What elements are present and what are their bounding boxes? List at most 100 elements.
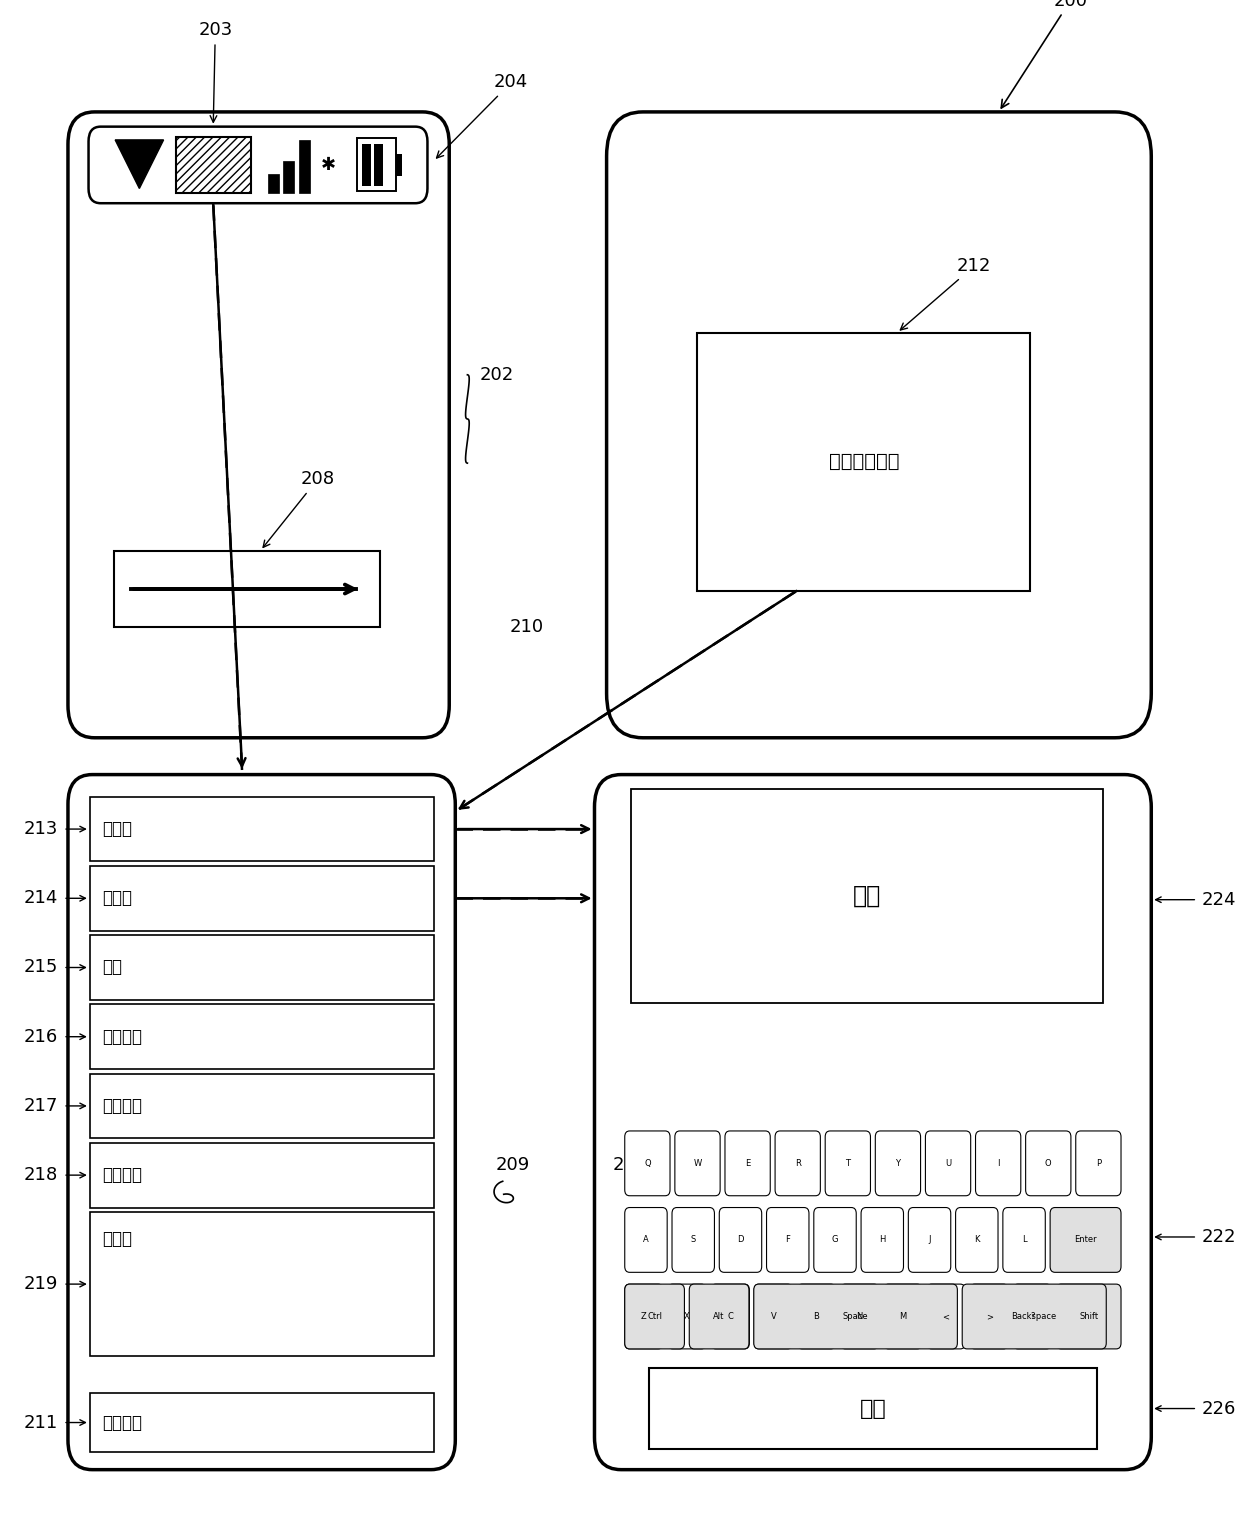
Text: R: R: [795, 1159, 801, 1168]
FancyBboxPatch shape: [68, 774, 455, 1469]
FancyBboxPatch shape: [775, 1132, 821, 1196]
FancyBboxPatch shape: [766, 1208, 808, 1272]
Text: 219: 219: [24, 1275, 58, 1293]
FancyBboxPatch shape: [884, 1284, 923, 1348]
FancyBboxPatch shape: [719, 1208, 761, 1272]
Text: 自取: 自取: [102, 959, 122, 976]
Text: X: X: [684, 1312, 689, 1321]
Text: Backspace: Backspace: [1012, 1312, 1056, 1321]
Text: >: >: [986, 1312, 993, 1321]
Text: 信息：: 信息：: [102, 1229, 131, 1248]
Text: M: M: [899, 1312, 906, 1321]
Text: 214: 214: [24, 889, 58, 907]
FancyBboxPatch shape: [962, 1284, 1106, 1348]
FancyBboxPatch shape: [1003, 1208, 1045, 1272]
FancyBboxPatch shape: [909, 1208, 951, 1272]
Text: <: <: [942, 1312, 950, 1321]
FancyBboxPatch shape: [672, 1208, 714, 1272]
Bar: [89, 1393, 434, 1452]
Text: 发短信: 发短信: [102, 889, 131, 907]
Text: 200: 200: [1001, 0, 1087, 108]
Text: D: D: [738, 1235, 744, 1245]
Text: 归还手机图标: 归还手机图标: [828, 452, 899, 472]
Text: C: C: [728, 1312, 733, 1321]
Text: 222: 222: [1202, 1228, 1236, 1246]
FancyBboxPatch shape: [925, 1132, 971, 1196]
Bar: [396, 154, 402, 176]
FancyBboxPatch shape: [1056, 1284, 1121, 1348]
Text: 211: 211: [24, 1414, 58, 1431]
Bar: [89, 797, 434, 861]
FancyBboxPatch shape: [625, 1284, 663, 1348]
Text: F: F: [785, 1235, 790, 1245]
Text: 209: 209: [495, 1156, 529, 1174]
FancyBboxPatch shape: [88, 127, 428, 203]
Text: 发邮件: 发邮件: [102, 820, 131, 838]
Bar: [114, 551, 381, 628]
Text: 203: 203: [198, 21, 232, 122]
Text: 215: 215: [24, 959, 58, 976]
Text: 210: 210: [510, 618, 544, 637]
Text: S: S: [691, 1235, 696, 1245]
Text: ✱: ✱: [321, 156, 336, 174]
Text: 216: 216: [24, 1028, 58, 1046]
FancyBboxPatch shape: [725, 1132, 770, 1196]
Text: Ctrl: Ctrl: [647, 1312, 662, 1321]
Text: 213: 213: [24, 820, 58, 838]
FancyBboxPatch shape: [625, 1208, 667, 1272]
FancyBboxPatch shape: [956, 1208, 998, 1272]
Text: 202: 202: [480, 366, 513, 383]
Text: 交给警察: 交给警察: [102, 1167, 141, 1183]
Text: U: U: [945, 1159, 951, 1168]
Text: 220: 220: [613, 1156, 647, 1174]
FancyBboxPatch shape: [813, 1208, 857, 1272]
Text: 218: 218: [24, 1167, 58, 1183]
Polygon shape: [115, 140, 164, 188]
FancyBboxPatch shape: [625, 1132, 670, 1196]
Text: H: H: [879, 1235, 885, 1245]
FancyBboxPatch shape: [625, 1284, 684, 1348]
Text: 224: 224: [1202, 890, 1236, 909]
Bar: [176, 137, 250, 192]
Bar: [268, 174, 279, 192]
Text: B: B: [813, 1312, 820, 1321]
FancyBboxPatch shape: [1050, 1208, 1121, 1272]
FancyBboxPatch shape: [976, 1132, 1021, 1196]
Text: Alt: Alt: [713, 1312, 725, 1321]
Text: 212: 212: [900, 257, 992, 330]
Bar: [357, 139, 396, 191]
Text: ?: ?: [1030, 1312, 1034, 1321]
Text: Enter: Enter: [1074, 1235, 1097, 1245]
Text: 消息: 消息: [853, 884, 880, 909]
FancyBboxPatch shape: [1025, 1132, 1071, 1196]
Text: 226: 226: [1202, 1400, 1236, 1417]
Text: I: I: [997, 1159, 999, 1168]
FancyBboxPatch shape: [68, 111, 449, 738]
FancyBboxPatch shape: [754, 1284, 792, 1348]
Text: 邮寄手机: 邮寄手机: [102, 1096, 141, 1115]
Bar: [299, 140, 310, 192]
Text: V: V: [770, 1312, 776, 1321]
Text: Q: Q: [644, 1159, 651, 1168]
Text: Y: Y: [895, 1159, 900, 1168]
Bar: [89, 1212, 434, 1356]
Text: E: E: [745, 1159, 750, 1168]
FancyBboxPatch shape: [825, 1132, 870, 1196]
Bar: [89, 866, 434, 930]
Bar: [89, 1073, 434, 1138]
FancyBboxPatch shape: [711, 1284, 749, 1348]
FancyBboxPatch shape: [689, 1284, 749, 1348]
Text: W: W: [693, 1159, 702, 1168]
Text: 208: 208: [263, 470, 335, 547]
FancyBboxPatch shape: [1013, 1284, 1052, 1348]
Text: K: K: [975, 1235, 980, 1245]
Text: A: A: [644, 1235, 649, 1245]
FancyBboxPatch shape: [606, 111, 1151, 738]
FancyBboxPatch shape: [926, 1284, 965, 1348]
Text: Space: Space: [843, 1312, 868, 1321]
Bar: [89, 1005, 434, 1069]
Bar: [362, 145, 371, 186]
Text: L: L: [1022, 1235, 1027, 1245]
Text: O: O: [1045, 1159, 1052, 1168]
Bar: [631, 789, 1102, 1003]
